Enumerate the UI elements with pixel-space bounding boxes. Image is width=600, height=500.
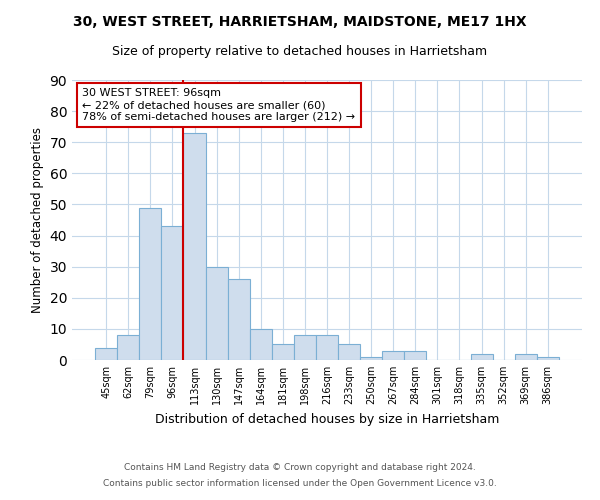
Text: 30 WEST STREET: 96sqm
← 22% of detached houses are smaller (60)
78% of semi-deta: 30 WEST STREET: 96sqm ← 22% of detached … [82,88,355,122]
Bar [338,344,360,360]
Bar [382,350,404,360]
Bar [515,354,537,360]
Bar [184,133,206,360]
Bar [227,279,250,360]
Bar [250,329,272,360]
Bar [316,335,338,360]
Bar [206,266,227,360]
Bar [360,357,382,360]
Bar [537,357,559,360]
Bar [161,226,184,360]
Bar [470,354,493,360]
Bar [117,335,139,360]
Text: Size of property relative to detached houses in Harrietsham: Size of property relative to detached ho… [112,45,488,58]
Text: Contains HM Land Registry data © Crown copyright and database right 2024.: Contains HM Land Registry data © Crown c… [124,464,476,472]
Bar [294,335,316,360]
Text: 30, WEST STREET, HARRIETSHAM, MAIDSTONE, ME17 1HX: 30, WEST STREET, HARRIETSHAM, MAIDSTONE,… [73,15,527,29]
Bar [272,344,294,360]
Y-axis label: Number of detached properties: Number of detached properties [31,127,44,313]
Text: Contains public sector information licensed under the Open Government Licence v3: Contains public sector information licen… [103,478,497,488]
Bar [95,348,117,360]
Bar [139,208,161,360]
X-axis label: Distribution of detached houses by size in Harrietsham: Distribution of detached houses by size … [155,412,499,426]
Bar [404,350,427,360]
